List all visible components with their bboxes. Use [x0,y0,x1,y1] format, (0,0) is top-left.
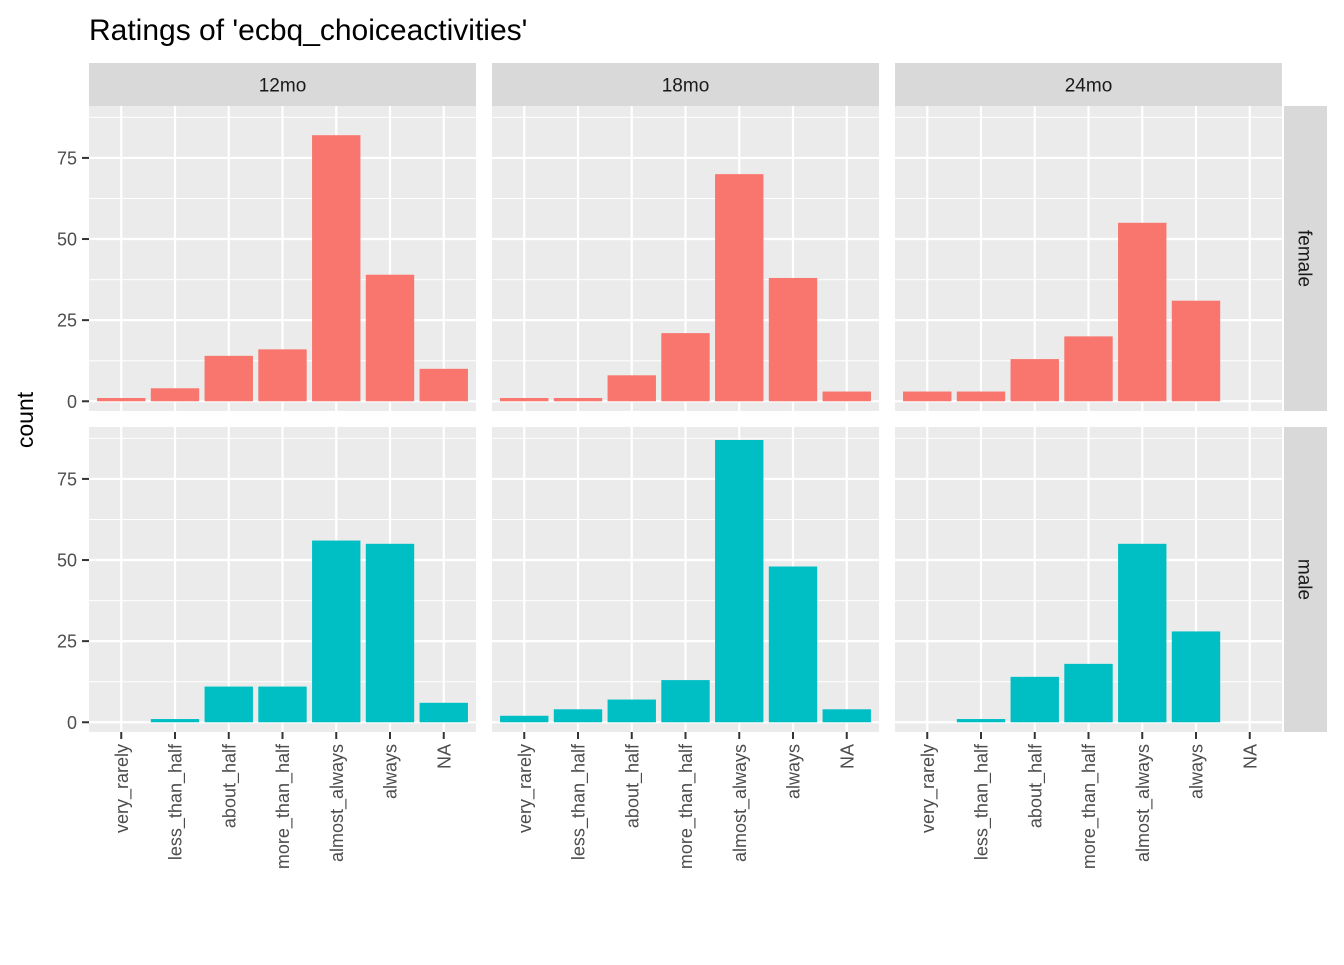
bar-18mo-female-very-rarely [500,398,549,402]
x-tick-label-almost-always: almost_always [730,744,751,862]
bar-18mo-male-less-than-half [553,709,603,723]
panel-18mo-male [492,427,879,732]
x-tick-label-about-half: about_half [1025,743,1046,828]
bar-18mo-male-always [768,566,818,723]
bar-12mo-female-almost-always [312,135,361,402]
bar-12mo-female-more-than-half [258,349,307,402]
strip-24mo [895,63,1282,106]
x-tick-label-na: NA [434,744,454,769]
bar-12mo-male-less-than-half [150,719,200,723]
bar-12mo-male-almost-always [312,540,361,723]
strip-label-12mo: 12mo [259,76,307,97]
x-tick-label-na: NA [837,744,857,769]
bar-12mo-male-always [365,543,415,723]
bar-24mo-male-about-half [1010,676,1059,723]
x-tick-label-about-half: about_half [622,743,643,828]
x-tick-label-always: always [1187,744,1207,799]
bar-24mo-male-more-than-half [1064,663,1113,723]
bar-24mo-male-almost-always [1118,543,1167,723]
x-tick-label-less-than-half: less_than_half [972,743,993,860]
x-tick-label-always: always [381,744,401,799]
bar-24mo-female-more-than-half [1064,336,1113,402]
x-tick-label-about-half: about_half [219,743,240,828]
strip-label-24mo: 24mo [1065,76,1113,97]
bar-18mo-female-almost-always [715,174,764,402]
bar-12mo-female-very-rarely [97,398,146,402]
y-axis-title: count [12,391,38,448]
strip-male [1284,427,1327,732]
bar-12mo-male-more-than-half [258,686,307,723]
bar-18mo-female-less-than-half [553,398,603,402]
y-tick-label: 75 [57,469,77,489]
bar-24mo-male-less-than-half [956,719,1006,723]
bar-18mo-female-more-than-half [661,333,710,402]
panel-24mo-male [895,427,1282,732]
x-tick-label-less-than-half: less_than_half [569,743,590,860]
bar-18mo-male-about-half [607,699,656,723]
bar-24mo-female-about-half [1010,359,1059,402]
bar-24mo-female-almost-always [1118,222,1167,402]
bar-24mo-female-less-than-half [956,391,1006,402]
bar-18mo-male-more-than-half [661,680,710,723]
panel-18mo-female [492,106,879,411]
y-tick-label: 75 [57,148,77,168]
x-tick-label-very-rarely: very_rarely [112,744,133,833]
x-tick-label-na: NA [1240,744,1260,769]
bar-18mo-male-almost-always [715,439,764,723]
bar-18mo-female-about-half [607,375,656,402]
bar-12mo-male-about-half [204,686,253,723]
bar-18mo-male-very-rarely [500,715,549,723]
strip-label-18mo: 18mo [662,76,710,97]
bar-18mo-female-always [768,277,818,402]
x-tick-label-more-than-half: more_than_half [676,743,697,869]
bar-12mo-male-na [419,702,468,723]
chart-title: Ratings of 'ecbq_choiceactivities' [89,14,527,47]
bar-24mo-female-always [1171,300,1221,402]
bar-24mo-female-very-rarely [903,391,952,402]
y-tick-label: 25 [57,311,77,331]
x-tick-label-less-than-half: less_than_half [166,743,187,860]
bar-12mo-female-less-than-half [150,388,200,402]
panels-layer: 12mo 18mo 24mo female male 0 25 50 75 0 25 50 75 very… [57,63,1327,869]
panel-12mo-female [89,106,476,411]
strip-label-female: female [1294,230,1315,287]
strip-18mo [492,63,879,106]
x-tick-label-more-than-half: more_than_half [273,743,294,869]
bar-18mo-female-na [822,391,871,402]
strip-label-male: male [1294,559,1315,600]
strip-12mo [89,63,476,106]
x-tick-label-very-rarely: very_rarely [918,744,939,833]
x-tick-label-almost-always: almost_always [1133,744,1154,862]
bar-12mo-female-about-half [204,355,253,402]
bar-12mo-female-na [419,368,468,402]
strip-female [1284,106,1327,411]
x-tick-label-almost-always: almost_always [327,744,348,862]
bar-24mo-male-always [1171,631,1221,723]
y-tick-label: 0 [67,392,77,412]
bar-18mo-male-na [822,709,871,723]
y-tick-label: 50 [57,551,77,571]
panel-12mo-male [89,427,476,732]
x-tick-label-very-rarely: very_rarely [515,744,536,833]
y-tick-label: 50 [57,230,77,250]
x-tick-label-always: always [784,744,804,799]
x-tick-label-more-than-half: more_than_half [1079,743,1100,869]
y-tick-label: 0 [67,713,77,733]
panel-24mo-female [895,106,1282,411]
y-tick-label: 25 [57,632,77,652]
bar-12mo-female-always [365,274,415,402]
